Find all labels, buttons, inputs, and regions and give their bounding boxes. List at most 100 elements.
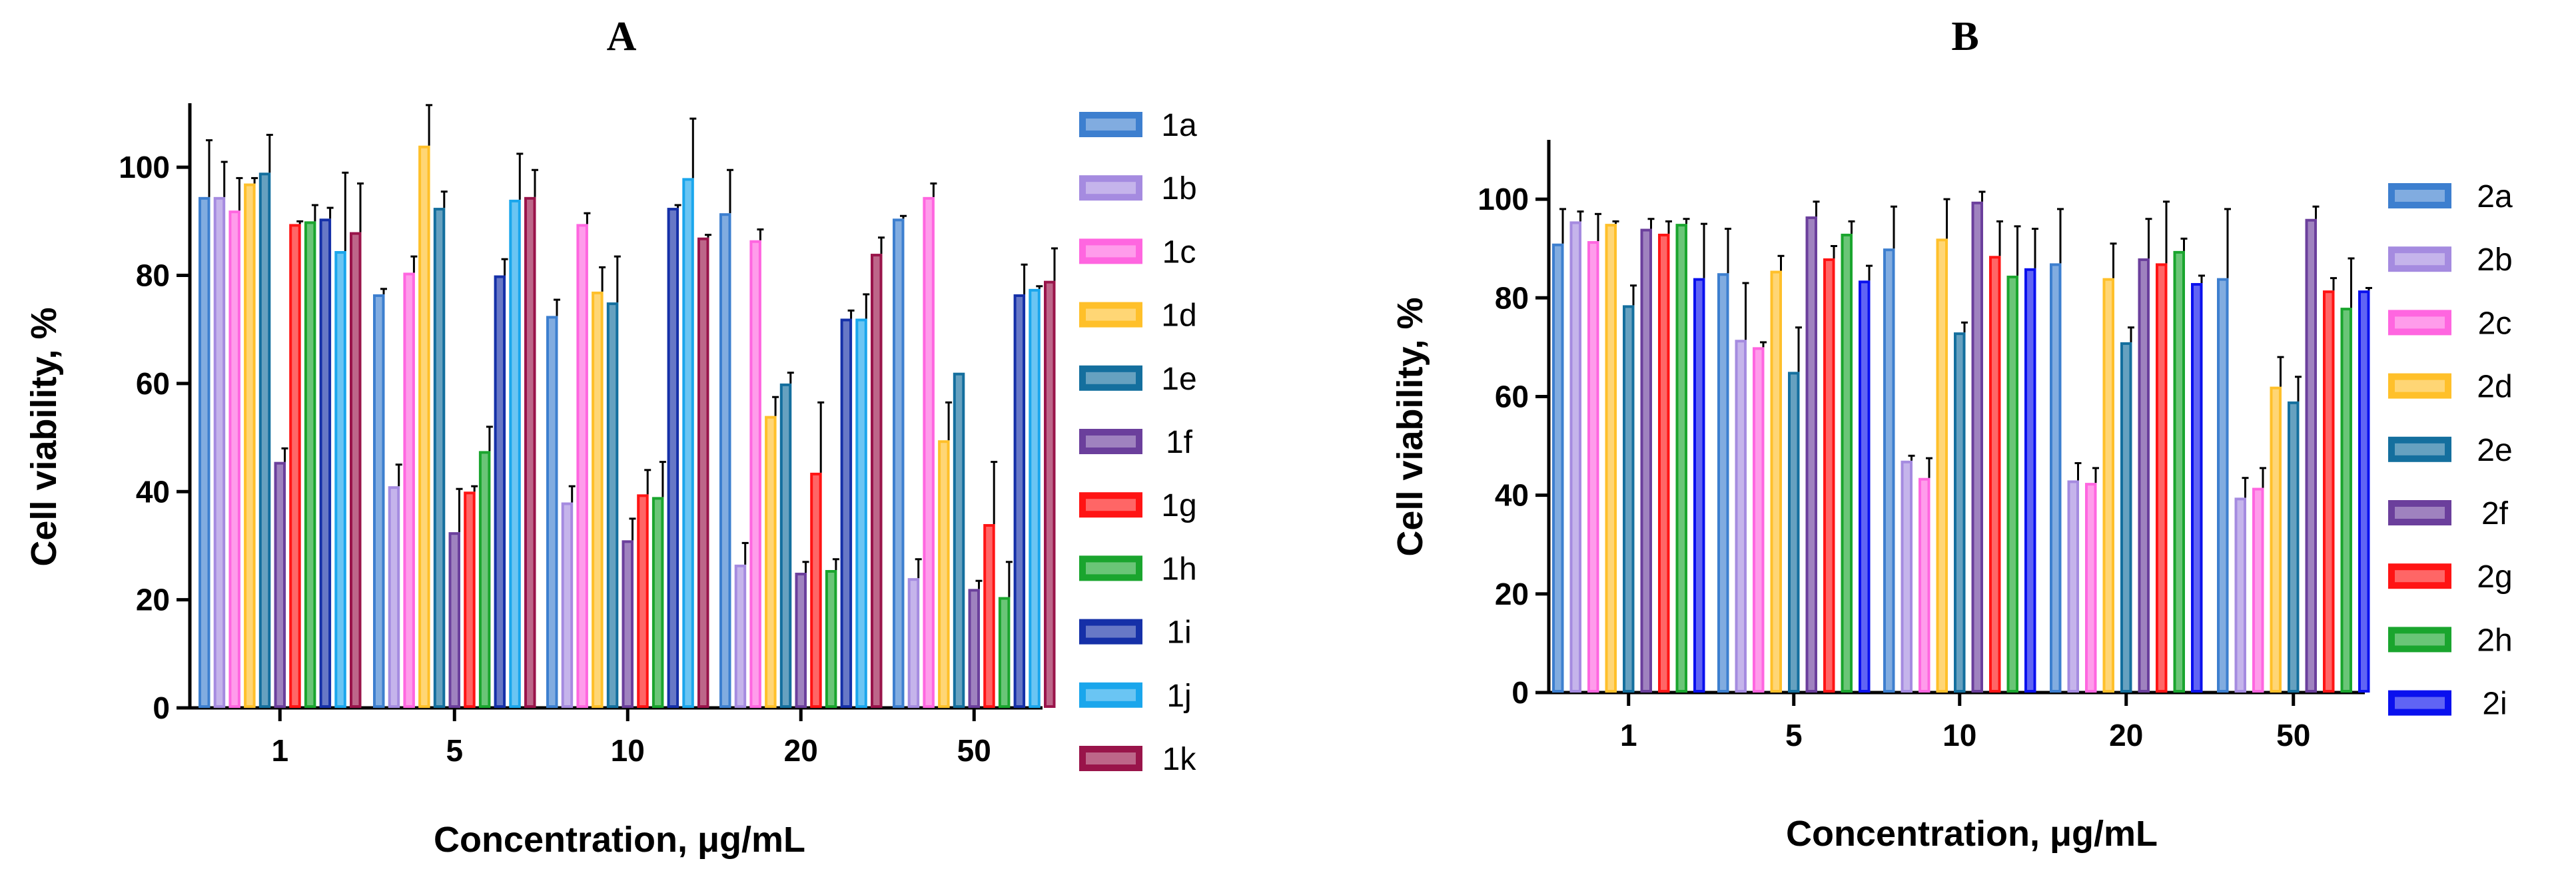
bar-highlight [527,199,534,706]
bar-highlight [2220,280,2226,690]
chart-panel-a: A 0 20 40 60 80 100 1 5 10 20 50 Cell viability, %… [24,14,1197,860]
bar-highlight [306,224,314,705]
bar-highlight [2009,278,2016,690]
bar-highlight [2070,483,2076,690]
bar-highlight [2308,221,2314,690]
plot-area-a: 0 20 40 60 80 100 1 5 10 20 50 [119,103,1058,768]
bar-highlight [1678,226,1685,690]
x-tick-label-b: 1 [1620,718,1637,752]
legend-label-1h: 1h [1161,551,1196,587]
plot-area-b: 0 20 40 60 80 100 1 5 10 20 50 [1478,140,2372,752]
legend-swatch-highlight [1086,182,1136,194]
legend-b: 2a 2b 2c 2d 2e 2f 2g 2h 2i [2388,179,2513,722]
bar-highlight [390,489,398,705]
legend-label-1e: 1e [1161,362,1196,397]
bar-highlight [594,294,601,705]
legend-label-2g: 2g [2477,559,2512,595]
bar-highlight [2123,344,2130,690]
x-tick-label-b: 50 [2276,718,2310,752]
legend-swatch-highlight [1086,625,1136,638]
bar-highlight [1886,251,1893,690]
x-tick-label-a: 10 [611,733,645,768]
legend-swatch-highlight [1086,562,1136,575]
y-tick-label-b: 0 [1511,675,1529,710]
bar-highlight [624,543,631,705]
bar-highlight [827,572,835,705]
bar-highlight [201,199,208,706]
bar-highlight [1555,246,1561,691]
x-tick-label-b: 10 [1942,718,1976,752]
bar-highlight [2052,266,2059,691]
x-axis-title-a: Concentration, μg/mL [434,820,805,860]
bar-highlight [782,386,789,705]
bar-highlight [1590,244,1597,690]
bar-highlight [1720,276,1727,690]
bar-highlight [261,175,268,705]
bar-highlight [813,475,819,705]
x-tick-label-a: 1 [271,733,288,768]
bar-highlight [2290,404,2297,690]
bar-highlight [216,199,223,706]
bar-highlight [436,210,443,705]
bar-highlight [322,221,329,705]
bar-highlight [858,321,865,705]
bar-highlight [2158,266,2165,691]
legend-swatch-highlight [2395,380,2445,392]
y-tick-label-a: 100 [119,150,170,184]
legend-swatch-highlight [1086,436,1136,448]
legend-label-2d: 2d [2477,370,2512,405]
legend-swatch-highlight [2395,190,2445,202]
legend-label-1c: 1c [1162,234,1196,270]
bar-highlight [2140,261,2147,690]
bar-highlight [1001,599,1008,705]
bar-highlight [1861,283,1868,690]
x-axis-title-b: Concentration, μg/mL [1786,814,2158,854]
x-tick-label-b: 5 [1785,718,1803,752]
bar-highlight [797,575,804,705]
bar-highlight [955,375,963,705]
y-tick-label-b: 60 [1495,379,1529,414]
bar-highlight [2343,310,2350,690]
legend-label-2b: 2b [2477,242,2512,278]
y-tick-label-b: 20 [1495,577,1529,611]
bar-highlight [2326,293,2332,691]
legend-label-1k: 1k [1162,742,1197,777]
bar-highlight [231,213,238,705]
bar-highlight [1643,231,1649,691]
bar-highlight [512,202,518,706]
bar-highlight [451,535,458,705]
legend-label-2i: 2i [2482,687,2507,722]
y-axis-title-b: Cell viability, % [1390,297,1430,556]
legend-swatch-highlight [2395,443,2445,455]
bar-highlight [376,296,382,705]
legend-label-1f: 1f [1166,425,1193,460]
legend-swatch-highlight [1086,119,1136,131]
bar-highlight [421,148,428,705]
legend-label-1i: 1i [1166,615,1191,651]
legend-swatch-highlight [1086,308,1136,321]
bar-highlight [496,278,504,706]
bar-highlight [2194,286,2200,691]
bar-highlight [292,226,298,705]
legend-label-2e: 2e [2477,433,2512,468]
bar-highlight [1031,291,1038,705]
bar-highlight [564,505,571,705]
legend-swatch-highlight [2395,316,2445,329]
bar-highlight [481,453,488,705]
bar-highlight [406,275,412,706]
legend-swatch-highlight [2395,633,2445,646]
y-tick-label-b: 40 [1495,478,1529,513]
bar-highlight [609,305,616,705]
bar-highlight [941,443,947,705]
bar-highlight [722,216,729,705]
panel-label-a: A [607,14,637,59]
legend-label-1g: 1g [1161,488,1196,523]
legend-label-1j: 1j [1166,679,1191,714]
bar-highlight [1956,335,1963,690]
bar-highlight [2272,389,2279,690]
bar-highlight [752,242,759,705]
bar-highlight [669,210,677,705]
legend-a: 1a 1b 1c 1d 1e 1f 1g 1h 1i 1j 1k [1079,108,1197,777]
legend-swatch-highlight [1086,689,1136,701]
